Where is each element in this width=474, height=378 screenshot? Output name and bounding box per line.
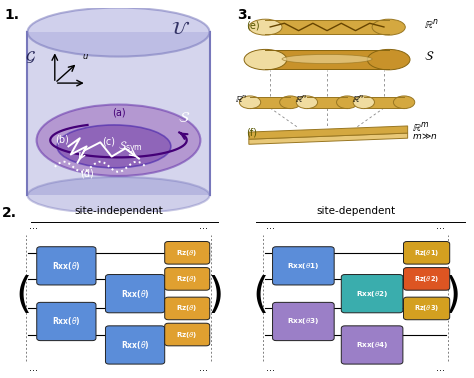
Text: site-independent: site-independent	[74, 206, 163, 216]
Polygon shape	[265, 20, 389, 34]
Text: $m\!\gg\!n$: $m\!\gg\!n$	[412, 131, 438, 141]
Text: Rxx($\theta$2): Rxx($\theta$2)	[356, 289, 388, 299]
Text: $)$: $)$	[444, 275, 459, 317]
Text: (d): (d)	[80, 169, 93, 179]
FancyBboxPatch shape	[273, 302, 334, 341]
Text: ...: ...	[266, 363, 274, 373]
FancyBboxPatch shape	[341, 326, 403, 364]
FancyBboxPatch shape	[165, 297, 210, 320]
FancyBboxPatch shape	[403, 268, 450, 290]
Ellipse shape	[372, 19, 405, 35]
Polygon shape	[250, 97, 290, 108]
FancyBboxPatch shape	[403, 242, 450, 264]
Text: $\mathcal{S}$: $\mathcal{S}$	[178, 111, 190, 125]
Ellipse shape	[393, 96, 415, 108]
FancyBboxPatch shape	[105, 326, 164, 364]
FancyBboxPatch shape	[165, 323, 210, 346]
Text: $\mathbb{R}^n$: $\mathbb{R}^n$	[424, 17, 439, 31]
Ellipse shape	[367, 50, 410, 70]
Text: $\mathcal{S}_{\mathrm{sym}}$: $\mathcal{S}_{\mathrm{sym}}$	[118, 140, 143, 156]
Text: Rxx($\theta$3): Rxx($\theta$3)	[287, 316, 319, 327]
Text: Rxx($\theta$): Rxx($\theta$)	[121, 288, 149, 300]
Text: ...: ...	[437, 222, 445, 231]
Text: 1.: 1.	[5, 8, 20, 22]
Polygon shape	[364, 97, 404, 108]
Polygon shape	[27, 32, 210, 195]
Text: $\mathbb{R}^n$: $\mathbb{R}^n$	[295, 93, 308, 104]
Text: $\mathcal{S}$: $\mathcal{S}$	[424, 50, 435, 63]
FancyBboxPatch shape	[105, 274, 164, 313]
Ellipse shape	[27, 8, 210, 57]
Ellipse shape	[239, 96, 261, 108]
Text: $\mathbb{R}^n$: $\mathbb{R}^n$	[235, 93, 247, 104]
Text: 2.: 2.	[2, 206, 18, 220]
Text: (b): (b)	[55, 134, 69, 144]
Ellipse shape	[244, 50, 287, 70]
FancyBboxPatch shape	[403, 297, 450, 320]
Text: u: u	[82, 51, 87, 60]
Text: Rz($\vartheta$): Rz($\vartheta$)	[176, 330, 198, 339]
Text: ...: ...	[437, 363, 445, 373]
Ellipse shape	[282, 54, 372, 64]
Text: Rxx($\theta$): Rxx($\theta$)	[121, 339, 149, 351]
Text: Rz($\vartheta$2): Rz($\vartheta$2)	[414, 274, 439, 284]
Ellipse shape	[296, 96, 318, 108]
Text: (f): (f)	[246, 127, 257, 137]
Text: (e): (e)	[246, 21, 260, 31]
FancyBboxPatch shape	[273, 247, 334, 285]
Text: ...: ...	[29, 363, 37, 373]
Text: Rxx($\theta$): Rxx($\theta$)	[52, 316, 81, 327]
Text: (c): (c)	[102, 136, 116, 146]
Ellipse shape	[36, 105, 201, 176]
Polygon shape	[307, 97, 347, 108]
Text: $)$: $)$	[207, 275, 222, 317]
Text: site-dependent: site-dependent	[316, 206, 395, 216]
Text: $\mathcal{U}$: $\mathcal{U}$	[171, 20, 190, 38]
Text: Rz($\vartheta$): Rz($\vartheta$)	[176, 274, 198, 284]
Text: ...: ...	[29, 222, 37, 231]
Text: $\mathbb{R}^n$: $\mathbb{R}^n$	[352, 93, 365, 104]
FancyBboxPatch shape	[165, 268, 210, 290]
Text: ...: ...	[200, 222, 208, 231]
Text: Rz($\vartheta$3): Rz($\vartheta$3)	[414, 304, 439, 313]
Text: Rxx($\theta$1): Rxx($\theta$1)	[287, 261, 319, 271]
Ellipse shape	[280, 96, 301, 108]
Ellipse shape	[353, 96, 374, 108]
Text: $($: $($	[252, 275, 267, 317]
Text: ...: ...	[200, 363, 208, 373]
Text: Rz($\vartheta$): Rz($\vartheta$)	[176, 248, 198, 258]
Polygon shape	[249, 133, 408, 144]
Polygon shape	[265, 50, 389, 69]
Ellipse shape	[337, 96, 358, 108]
Text: Rxx($\theta$): Rxx($\theta$)	[52, 260, 81, 272]
Text: $($: $($	[15, 275, 30, 317]
Text: (a): (a)	[112, 108, 125, 118]
FancyBboxPatch shape	[341, 274, 403, 313]
Text: Rz($\vartheta$): Rz($\vartheta$)	[176, 304, 198, 313]
Text: $\mathbb{R}^m$: $\mathbb{R}^m$	[412, 120, 429, 134]
FancyBboxPatch shape	[37, 302, 96, 341]
Text: ...: ...	[266, 222, 274, 231]
Ellipse shape	[27, 177, 210, 214]
Text: Rxx($\theta$4): Rxx($\theta$4)	[356, 340, 388, 350]
Ellipse shape	[57, 125, 171, 168]
Polygon shape	[249, 126, 408, 139]
Text: $\mathcal{G}$: $\mathcal{G}$	[25, 49, 36, 65]
FancyBboxPatch shape	[37, 247, 96, 285]
Text: Rz($\vartheta$1): Rz($\vartheta$1)	[414, 248, 439, 258]
FancyBboxPatch shape	[165, 242, 210, 264]
Text: 3.: 3.	[237, 8, 252, 22]
Ellipse shape	[249, 19, 282, 35]
